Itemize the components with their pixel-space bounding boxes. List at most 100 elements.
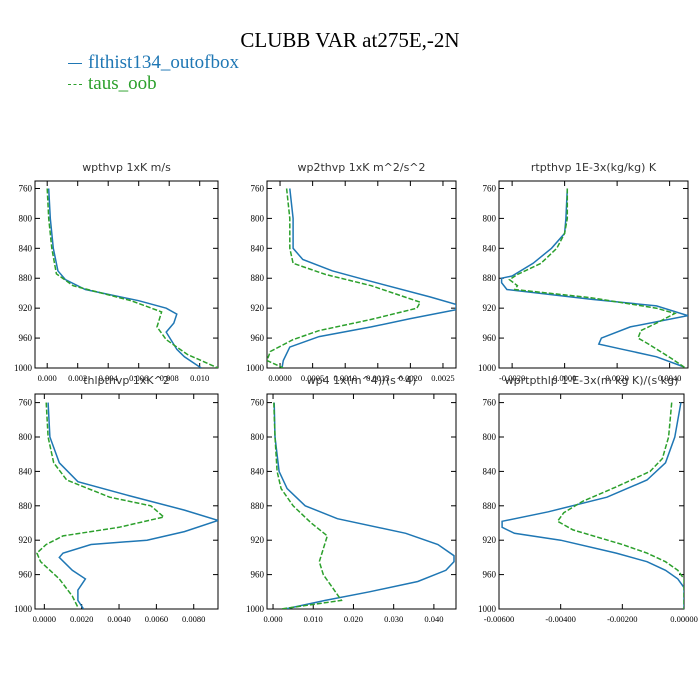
legend-label: taus_oob [88,73,157,94]
y-tick-label: 840 [251,243,265,253]
y-tick-label: 760 [251,398,265,408]
series-line-taus-oob [36,402,166,608]
x-tick-label: 0.0000 [33,614,56,624]
legend-entry-flthist134: flthist134_outofbox [68,52,239,74]
x-tick-label: -0.0020 [499,373,525,383]
x-tick-label: 0.0020 [399,373,422,383]
x-tick-label: 0.0040 [658,373,681,383]
x-tick-label: 0.010 [304,614,323,624]
legend-label: flthist134_outofbox [88,52,239,73]
y-tick-label: 920 [483,303,497,313]
x-tick-label: 0.00000 [670,614,698,624]
y-tick-label: 960 [19,570,33,580]
series-line-taus-oob [273,402,343,609]
y-tick-label: 1000 [246,363,265,373]
series-line-flthist134 [273,402,455,609]
x-tick-label: 0.040 [424,614,443,624]
y-tick-label: 800 [19,432,33,442]
y-tick-label: 800 [483,213,497,223]
y-tick-label: 920 [251,535,265,545]
y-tick-label: 880 [483,273,497,283]
plot-frame [498,393,685,610]
plot-frame [34,393,219,610]
series-line-taus-oob [556,402,684,609]
y-tick-label: 760 [19,398,33,408]
y-tick-label: 920 [19,303,33,313]
y-tick-label: 1000 [246,604,265,614]
x-tick-label: 0.0000 [553,373,576,383]
x-tick-label: 0.0060 [145,614,168,624]
x-tick-label: 0.008 [160,373,179,383]
x-tick-label: 0.0080 [182,614,205,624]
x-tick-label: 0.020 [344,614,363,624]
y-tick-label: 920 [19,535,33,545]
y-tick-label: 960 [251,570,265,580]
y-tick-label: 1000 [478,604,497,614]
y-tick-label: 760 [483,398,497,408]
series-line-flthist134 [500,188,688,368]
x-tick-label: 0.0010 [334,373,357,383]
panel-title: wp4 1x(m^4)/(s^4) [307,374,417,387]
x-tick-label: -0.00200 [607,614,637,624]
plot-frame [34,180,219,369]
x-tick-label: 0.0020 [605,373,628,383]
x-tick-label: 0.0040 [107,614,130,624]
x-tick-label: 0.002 [68,373,87,383]
legend-swatch-flthist134 [68,63,82,65]
x-tick-label: 0.010 [190,373,209,383]
x-tick-label: 0.006 [129,373,148,383]
plot-frame [266,393,457,610]
legend-swatch-taus-oob [68,84,82,86]
y-tick-label: 840 [19,243,33,253]
y-tick-label: 880 [483,501,497,511]
panel-5: wp4 1x(m^4)/(s^4)76080084088092096010000… [246,374,457,624]
series-line-flthist134 [47,188,202,368]
x-tick-label: 0.030 [384,614,403,624]
y-tick-label: 880 [19,273,33,283]
panel-title: wprtpthlp 1-E-3x(m kg K)/(s kg) [505,374,679,387]
y-tick-label: 920 [251,303,265,313]
panel-1: wpthvp 1xK m/s 760 800 840 880 920 960 1000 0.00… [14,161,219,383]
panel-title: thlpthvp 1xK^2 [83,374,170,387]
y-tick-label: 1000 [478,363,497,373]
panel-2: wp2thvp 1xK m^2/s^2 760 800 840 880 920 960 100… [246,161,457,383]
panel-4: thlpthvp 1xK^276080084088092096010000.00… [14,374,219,624]
x-tick-label: 0.004 [99,373,119,383]
y-tick-label: 840 [483,243,497,253]
y-tick-label: 1000 [14,363,33,373]
y-tick-label: 880 [19,501,33,511]
series-line-flthist134 [281,188,456,368]
y-tick-label: 760 [19,183,33,193]
plot-frame [498,180,689,369]
y-tick-label: 960 [483,570,497,580]
y-tick-label: 840 [483,466,497,476]
x-tick-label: 0.0025 [431,373,454,383]
plot-frame [266,180,457,369]
y-tick-label: 880 [251,501,265,511]
y-tick-label: 960 [19,333,33,343]
y-tick-label: 880 [251,273,265,283]
y-tick-label: 840 [251,466,265,476]
y-tick-label: 960 [483,333,497,343]
y-tick-label: 760 [483,183,497,193]
x-tick-label: 0.000 [38,373,57,383]
x-tick-label: 0.0015 [366,373,389,383]
y-tick-label: 800 [251,213,265,223]
series-line-taus-oob [46,188,218,368]
series-line-flthist134 [501,402,684,609]
x-tick-label: -0.00400 [545,614,575,624]
y-tick-label: 760 [251,183,265,193]
x-tick-label: -0.00600 [484,614,514,624]
chart-title: CLUBB VAR at275E,-2N [240,28,460,52]
y-tick-label: 920 [483,535,497,545]
x-tick-label: 0.0020 [70,614,93,624]
x-tick-label: 0.000 [263,614,282,624]
series-line-taus-oob [267,188,422,368]
y-tick-label: 800 [19,213,33,223]
y-tick-label: 840 [19,466,33,476]
series-line-taus-oob [508,188,686,368]
panel-3: rtpthvp 1E-3x(kg/kg) K 760 800 840 880 920 960… [478,161,689,383]
y-tick-label: 800 [251,432,265,442]
panel-6: wprtpthlp 1-E-3x(m kg K)/(s kg) 760 800 840… [478,374,698,624]
